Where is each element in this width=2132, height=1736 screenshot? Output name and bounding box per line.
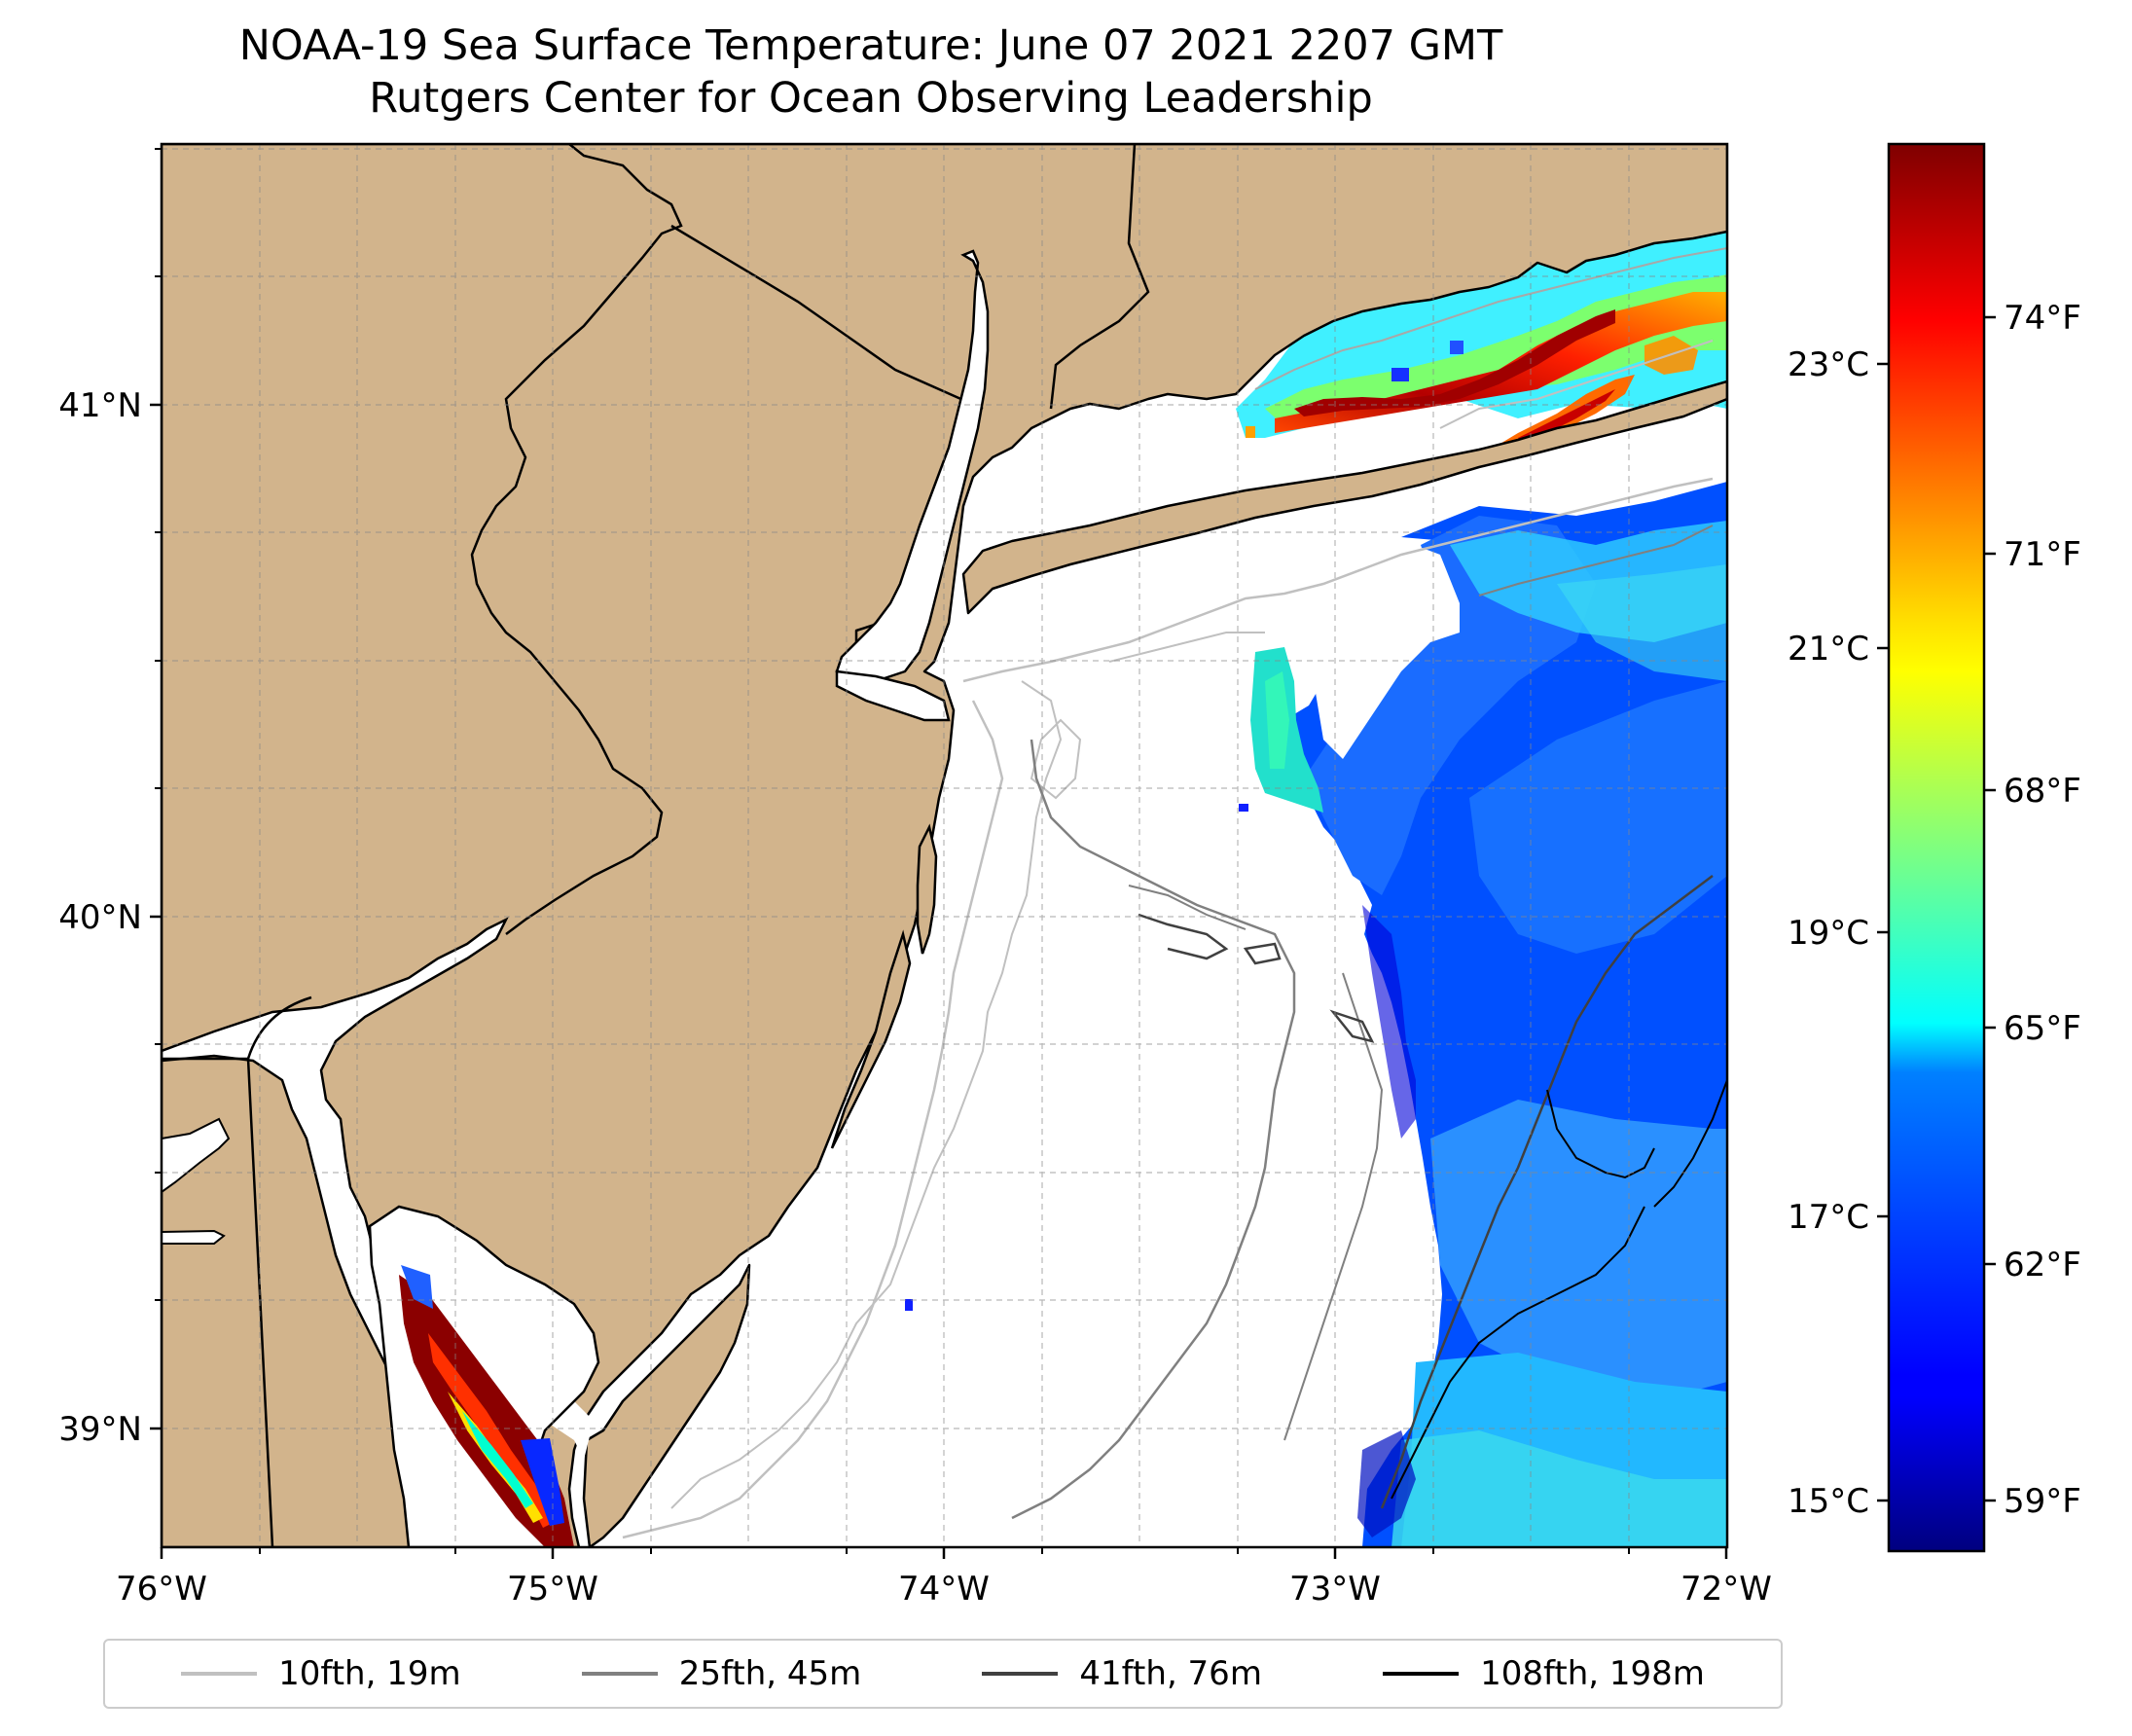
fahrenheit-tick: 74°F [1984, 299, 2081, 338]
celsius-tick: 21°C [1788, 630, 1889, 669]
legend-swatch [581, 1672, 658, 1676]
fahrenheit-tick-label: 68°F [2004, 772, 2081, 811]
lon-tick: 74°W [898, 1547, 990, 1609]
celsius-tick: 15°C [1788, 1482, 1889, 1521]
legend-item: 25fth, 45m [581, 1654, 862, 1693]
nj-barrier-islands [830, 929, 912, 1149]
legend-label: 108fth, 198m [1480, 1654, 1705, 1693]
lon-tick-label: 73°W [1289, 1570, 1381, 1609]
celsius-tick-label: 19°C [1788, 914, 1869, 953]
lon-tick: 72°W [1680, 1547, 1772, 1609]
legend-label: 10fth, 19m [278, 1654, 461, 1693]
fahrenheit-tick-label: 59°F [2004, 1482, 2081, 1521]
celsius-tick-label: 21°C [1788, 630, 1869, 669]
celsius-tick-label: 15°C [1788, 1482, 1869, 1521]
state-border-de-pa [246, 995, 312, 1060]
celsius-tick-label: 23°C [1788, 345, 1869, 384]
contour-legend: 10fth, 19m 25fth, 45m 41fth, 76m 108fth,… [103, 1639, 1783, 1709]
lat-tick-label: 40°N [58, 898, 142, 937]
legend-swatch [982, 1672, 1059, 1676]
colorbar-gradient [1887, 142, 1986, 1553]
fahrenheit-tick: 59°F [1984, 1482, 2081, 1521]
lon-tick-label: 76°W [116, 1570, 207, 1609]
lat-axis: 41°N 40°N 39°N [58, 386, 162, 1449]
state-borders [470, 144, 1150, 935]
chart-subtitle: Rutgers Center for Ocean Observing Leade… [369, 74, 1373, 123]
lat-tick-label: 39°N [58, 1410, 142, 1449]
raritan-bay [835, 669, 951, 722]
colorbar: 15°C 17°C 19°C 21°C 23°C 59°F [1788, 142, 2081, 1553]
legend-swatch [1383, 1672, 1460, 1676]
fahrenheit-ticks: 59°F 62°F 65°F 68°F 71°F 74°F [1984, 299, 2081, 1521]
sst-data-long-island-sound [1236, 224, 1727, 457]
hudson-river [835, 249, 990, 683]
celsius-tick: 19°C [1788, 914, 1889, 953]
bathymetry-contours [622, 247, 1727, 1539]
lat-tick: 41°N [58, 386, 162, 425]
lon-tick-label: 75°W [507, 1570, 598, 1609]
lon-tick-label: 74°W [898, 1570, 990, 1609]
fahrenheit-tick-label: 62°F [2004, 1246, 2081, 1284]
lat-tick-label: 41°N [58, 386, 142, 425]
lon-axis: 76°W 75°W 74°W 73°W 72°W [116, 1547, 1772, 1609]
fahrenheit-tick-label: 74°F [2004, 299, 2081, 338]
legend-label: 41fth, 76m [1079, 1654, 1262, 1693]
lon-tick: 75°W [507, 1547, 598, 1609]
minor-ticks [155, 148, 1630, 1554]
lon-tick-label: 72°W [1680, 1570, 1772, 1609]
lat-tick: 39°N [58, 1410, 162, 1449]
legend-label: 25fth, 45m [678, 1654, 862, 1693]
legend-item: 108fth, 198m [1383, 1654, 1705, 1693]
fahrenheit-tick: 71°F [1984, 535, 2081, 574]
fahrenheit-tick: 65°F [1984, 1009, 2081, 1048]
celsius-ticks: 15°C 17°C 19°C 21°C 23°C [1788, 345, 1889, 1521]
barnegat-bay [916, 823, 938, 955]
lat-tick: 40°N [58, 898, 162, 937]
fahrenheit-tick: 62°F [1984, 1246, 2081, 1284]
sst-data-offshore [1250, 482, 1727, 1547]
chesapeake-fragment [162, 1117, 231, 1194]
lon-tick: 73°W [1289, 1547, 1381, 1609]
celsius-tick-label: 17°C [1788, 1198, 1869, 1237]
legend-item: 41fth, 76m [982, 1654, 1262, 1693]
chart-title: NOAA-19 Sea Surface Temperature: June 07… [238, 21, 1503, 70]
celsius-tick: 23°C [1788, 345, 1889, 384]
celsius-tick: 17°C [1788, 1198, 1889, 1237]
fahrenheit-tick: 68°F [1984, 772, 2081, 811]
sst-data-delaware-bay-overlay [399, 1265, 574, 1547]
legend-item: 10fth, 19m [181, 1654, 461, 1693]
lon-tick: 76°W [116, 1547, 207, 1609]
legend-swatch [181, 1672, 258, 1676]
state-border-de-md [162, 1057, 274, 1547]
fahrenheit-tick-label: 71°F [2004, 535, 2081, 574]
fahrenheit-tick-label: 65°F [2004, 1009, 2081, 1048]
